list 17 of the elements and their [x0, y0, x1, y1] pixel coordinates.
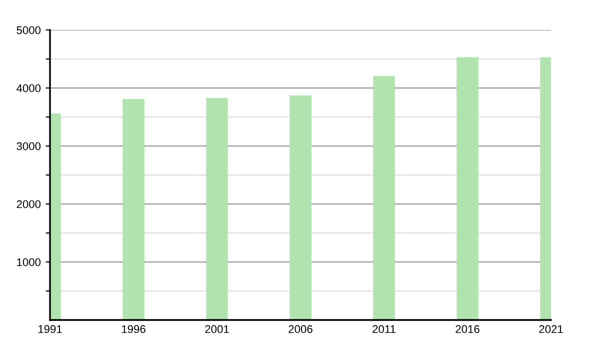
x-tick-label: 1996	[122, 325, 146, 334]
x-tick-label: 2006	[288, 325, 312, 334]
y-tick-label: 1000	[17, 258, 41, 266]
bar	[373, 76, 395, 320]
x-tick-label: 2011	[372, 325, 396, 334]
bar	[122, 99, 144, 320]
y-tick-label: 5000	[16, 26, 41, 34]
x-tick-label: 1991	[38, 325, 62, 334]
x-tick-label: 2001	[205, 325, 229, 334]
y-tick-label: 2000	[16, 200, 41, 208]
bar	[206, 98, 228, 320]
bar	[290, 96, 312, 320]
y-tick-label: 4000	[16, 84, 41, 92]
x-tick-label: 2016	[456, 325, 480, 334]
bar	[456, 57, 478, 320]
y-tick-label: 3000	[16, 142, 41, 150]
x-tick-label: 2021	[539, 325, 563, 334]
